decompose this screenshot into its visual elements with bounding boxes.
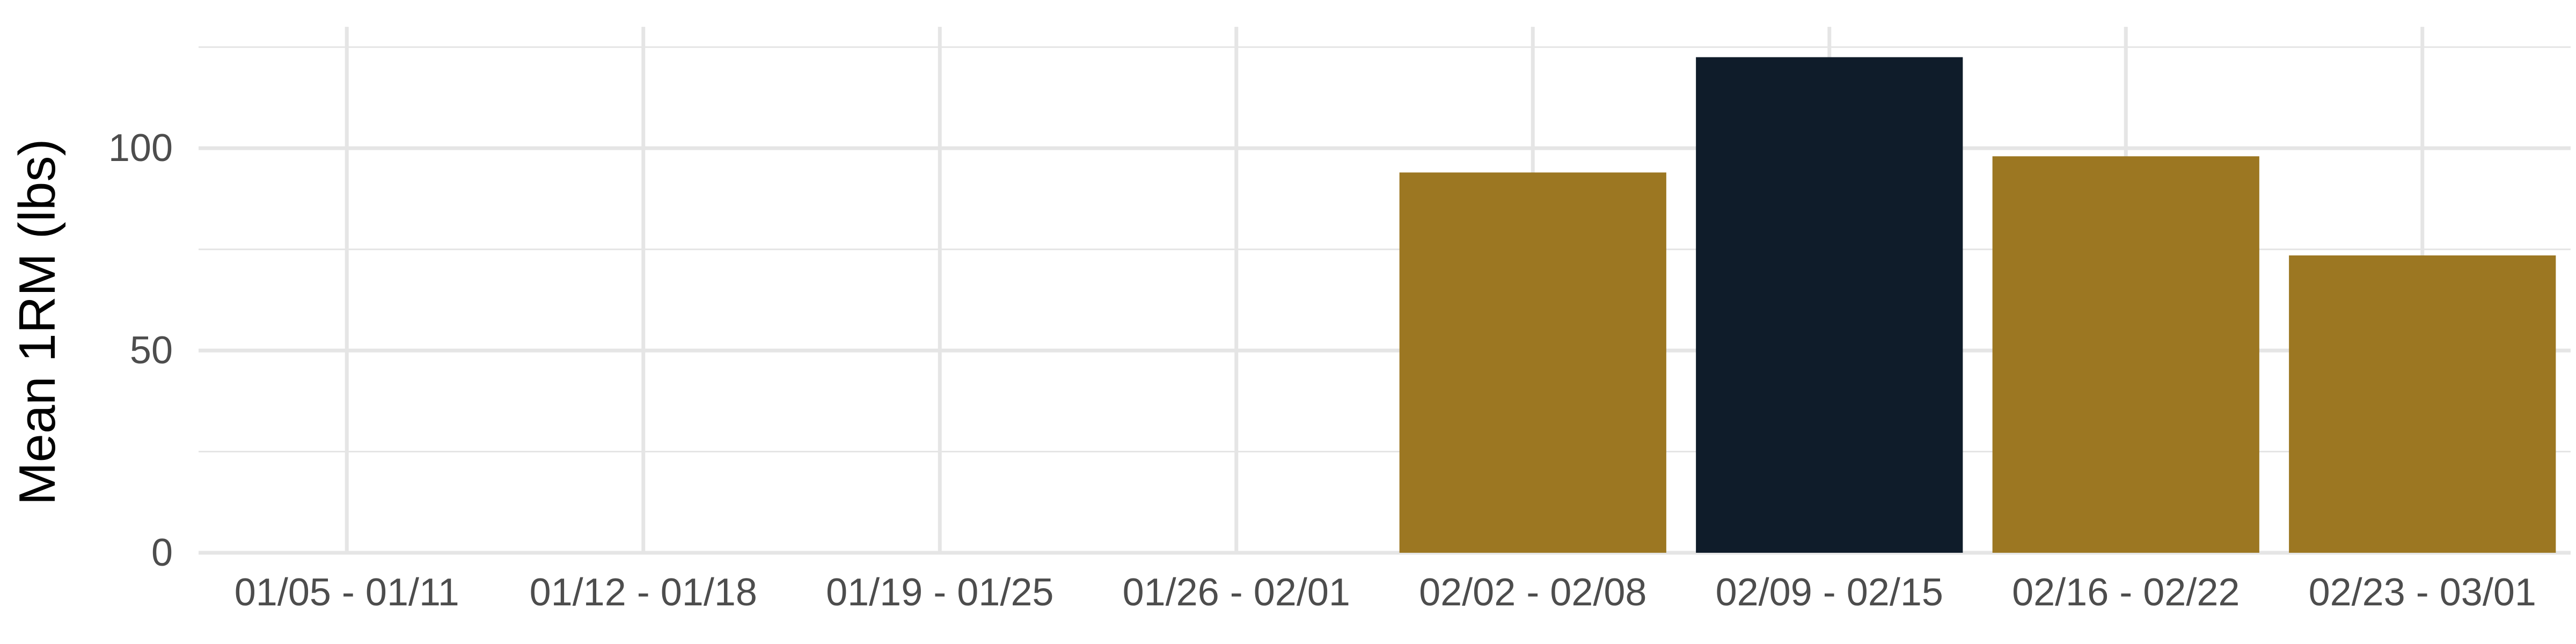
y-axis-title: Mean 1RM (lbs) — [9, 139, 66, 506]
bar — [1399, 172, 1666, 553]
x-tick-label: 02/02 - 02/08 — [1419, 571, 1646, 614]
y-tick-label: 50 — [130, 329, 173, 372]
bars — [1399, 57, 2556, 553]
y-tick-labels: 0 50 100 — [108, 127, 173, 574]
y-tick-label: 0 — [151, 531, 173, 574]
bar — [1696, 57, 1963, 553]
x-tick-label: 02/09 - 02/15 — [1716, 571, 1943, 614]
x-tick-label: 01/19 - 01/25 — [826, 571, 1053, 614]
x-tick-label: 01/26 - 02/01 — [1123, 571, 1350, 614]
y-tick-label: 100 — [108, 127, 173, 170]
x-tick-label: 02/16 - 02/22 — [2012, 571, 2240, 614]
x-tick-label: 01/05 - 01/11 — [235, 571, 459, 614]
x-tick-label: 02/23 - 03/01 — [2309, 571, 2536, 614]
bar — [1992, 156, 2259, 553]
x-tick-label: 01/12 - 01/18 — [530, 571, 757, 614]
bar — [2289, 255, 2556, 553]
x-tick-labels: 01/05 - 01/11 01/12 - 01/18 01/19 - 01/25 0… — [235, 571, 2536, 614]
